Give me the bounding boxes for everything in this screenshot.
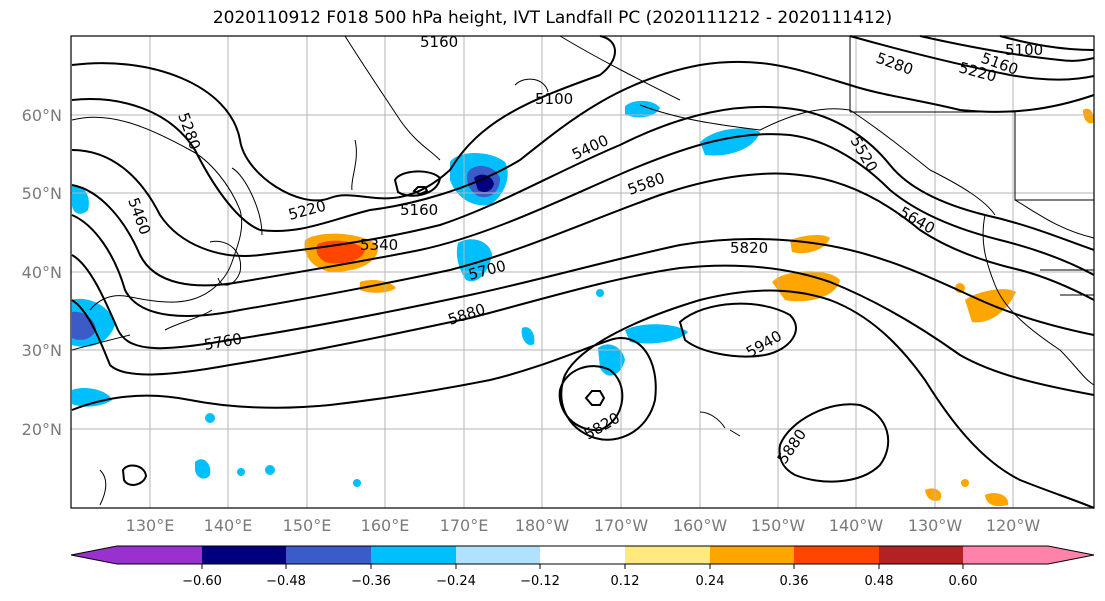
map-panel: 5160 5100 5280 5220 5160 5280 5160 5100 … xyxy=(70,33,1095,509)
colorbar-tick: 0.36 xyxy=(780,574,809,589)
contour-label: 5160 xyxy=(400,201,438,219)
map-frame xyxy=(70,35,1095,509)
colorbar-tick: 0.12 xyxy=(611,574,640,589)
colorbar-tick: 0.24 xyxy=(696,574,725,589)
colorbar-swatch xyxy=(456,546,540,564)
lon-label: 130°E xyxy=(126,516,175,535)
coastlines xyxy=(71,35,1095,506)
colorbar-swatch xyxy=(540,546,625,564)
colorbar-tick: 0.60 xyxy=(949,574,978,589)
contour-label: 5340 xyxy=(360,236,398,254)
lat-label: 60°N xyxy=(22,106,62,125)
colorbar-tick: −0.60 xyxy=(182,574,222,589)
colorbar-tick: −0.48 xyxy=(266,574,306,589)
colorbar-tick: −0.24 xyxy=(436,574,476,589)
colorbar-swatch xyxy=(794,546,879,564)
height-contours xyxy=(71,35,1095,509)
colorbar-swatch xyxy=(625,546,710,564)
lat-label: 50°N xyxy=(22,184,62,203)
colorbar: −0.60 −0.48 −0.36 −0.24 −0.12 0.12 0.24 … xyxy=(70,545,1095,589)
colorbar-extend-low xyxy=(71,546,117,564)
lon-label: 140°W xyxy=(829,516,884,535)
colorbar-swatch xyxy=(963,546,1048,564)
lat-label: 40°N xyxy=(22,263,62,282)
lat-label: 20°N xyxy=(22,420,62,439)
map-title: 2020110912 F018 500 hPa height, IVT Land… xyxy=(212,8,893,28)
contour-label: 5100 xyxy=(535,90,573,108)
colorbar-swatch xyxy=(286,546,371,564)
contour-label: 5820 xyxy=(730,239,768,257)
colorbar-swatch xyxy=(371,546,456,564)
lon-label: 180°W xyxy=(515,516,570,535)
lon-label: 120°W xyxy=(986,516,1041,535)
contour-label: 5100 xyxy=(1005,41,1043,59)
latitude-labels: 60°N 50°N 40°N 30°N 20°N xyxy=(22,106,62,439)
colorbar-swatch xyxy=(117,546,202,564)
lon-label: 140°E xyxy=(204,516,253,535)
colorbar-swatch xyxy=(710,546,794,564)
contour-label: 5160 xyxy=(420,33,458,51)
lon-label: 160°E xyxy=(361,516,410,535)
lon-label: 170°W xyxy=(594,516,649,535)
lon-label: 170°E xyxy=(440,516,489,535)
colorbar-swatch xyxy=(202,546,286,564)
lon-label: 160°W xyxy=(673,516,728,535)
graticule xyxy=(71,36,1094,508)
colorbar-tick: 0.48 xyxy=(865,574,894,589)
colorbar-tick: −0.36 xyxy=(351,574,391,589)
lon-label: 150°W xyxy=(751,516,806,535)
longitude-labels: 130°E 140°E 150°E 160°E 170°E 180°W 170°… xyxy=(126,516,1041,535)
lon-label: 130°W xyxy=(908,516,963,535)
colorbar-swatch xyxy=(879,546,963,564)
colorbar-extend-high xyxy=(1048,546,1094,564)
colorbar-outline xyxy=(70,545,1095,565)
lon-label: 150°E xyxy=(283,516,332,535)
lat-label: 30°N xyxy=(22,341,62,360)
colorbar-tick: −0.12 xyxy=(520,574,560,589)
